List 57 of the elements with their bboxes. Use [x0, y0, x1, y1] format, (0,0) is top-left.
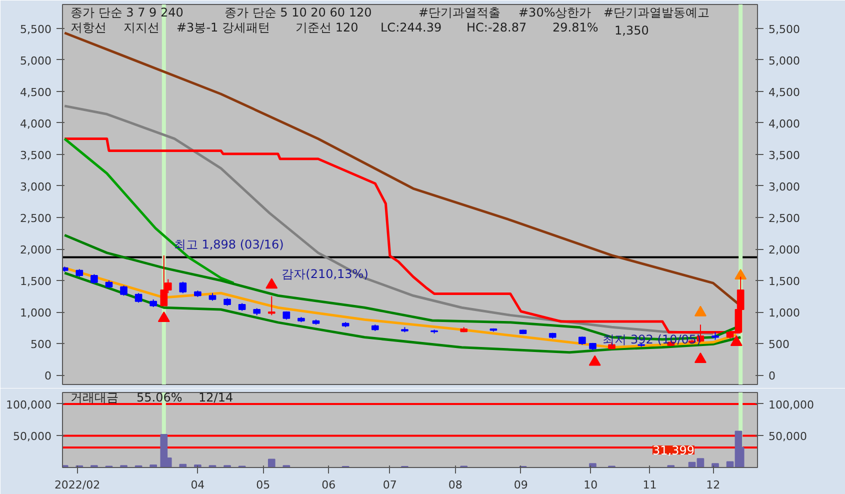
y-tick-label: 3,500 [20, 148, 52, 162]
annotation: 기준선 120 [296, 20, 358, 34]
annotation: HC:-28.87 [466, 20, 527, 34]
y-tick-label: 500 [30, 338, 52, 352]
annotation: LC:244.39 [380, 20, 442, 34]
annotation: #3봉-1 강세패턴 [176, 20, 270, 34]
y2-tick-label: 1,500 [768, 275, 800, 288]
annotation: 종가 단순 3 7 9 240 [70, 6, 184, 20]
y-tick-label: 1,000 [20, 306, 52, 320]
x-tick-label: 04 [190, 478, 205, 492]
y2-tick-label: 500 [768, 338, 790, 352]
y2-tick-label: 3,000 [768, 180, 800, 194]
y-tick-label: 100,000 [6, 398, 52, 412]
y2-tick-label: 2,500 [768, 212, 800, 225]
annotation: 저항선 [70, 20, 106, 34]
annotation: 거래대금 [70, 390, 118, 404]
y2-tick-label: 5,500 [768, 22, 800, 36]
y2-tick-label: 0 [768, 370, 776, 383]
annotation: 55.06% [136, 390, 182, 404]
annotation: 31,399 [652, 444, 694, 458]
annotation: #30%상한가 [518, 6, 592, 20]
x-tick-label: 2022/02 [54, 478, 100, 492]
annotation: #단기과열적출 [418, 6, 501, 20]
y2-tick-label: 50,000 [768, 430, 807, 444]
x-tick-label: 09 [514, 478, 528, 492]
annotation: 지지선 [124, 20, 160, 34]
y2-tick-label: 4,500 [768, 86, 800, 99]
x-tick-label: 06 [322, 478, 336, 492]
x-tick-label: 12 [706, 478, 720, 492]
y-tick-label: 50,000 [13, 430, 52, 444]
x-tick-label: 08 [448, 478, 462, 492]
annotation: 감자(210,13%) [282, 266, 368, 281]
y-tick-label: 2,000 [20, 244, 52, 257]
annotation: 최고 1,898 (03/16) [174, 237, 284, 252]
y-tick-label: 0 [44, 370, 52, 383]
y2-tick-label: 100,000 [768, 398, 814, 412]
y2-tick-label: 4,000 [768, 117, 800, 130]
y-tick-label: 4,500 [20, 86, 52, 99]
y-tick-label: 1,500 [20, 275, 52, 288]
y2-tick-label: 5,000 [768, 54, 800, 68]
y-tick-label: 2,500 [20, 212, 52, 225]
y2-tick-label: 2,000 [768, 244, 800, 257]
annotation: 1,350 [614, 24, 649, 38]
y-tick-label: 3,000 [20, 180, 52, 194]
annotation: 29.81% [552, 20, 598, 34]
y2-tick-label: 1,000 [768, 306, 800, 320]
y-tick-label: 5,000 [20, 54, 52, 68]
x-tick-label: 10 [584, 478, 598, 492]
y-tick-label: 5,500 [20, 22, 52, 36]
y2-tick-label: 3,500 [768, 148, 800, 162]
x-tick-label: 05 [256, 478, 270, 492]
x-tick-label: 11 [642, 478, 657, 492]
annotation: 12/14 [198, 390, 234, 404]
annotation: 종가 단순 5 10 20 60 120 [224, 6, 372, 20]
y-tick-label: 4,000 [20, 117, 52, 130]
annotation: #단기과열발동예고 [604, 6, 710, 20]
x-tick-label: 07 [382, 478, 397, 492]
